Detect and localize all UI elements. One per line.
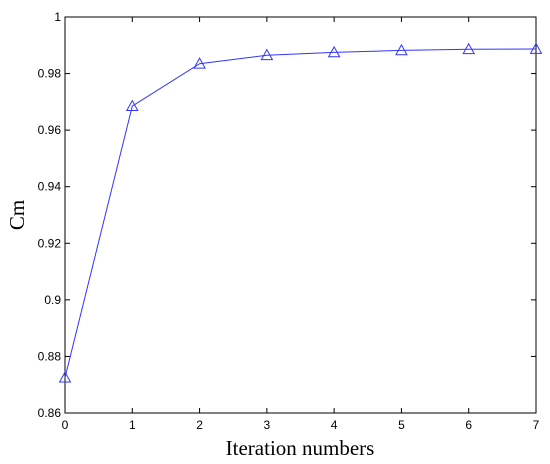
series-line: [64, 48, 537, 378]
x-axis-title: Iteration numbers: [226, 436, 375, 460]
y-tick-label: 1: [54, 10, 61, 24]
x-tick-label: 3: [264, 418, 271, 432]
x-tick-label: 7: [533, 418, 540, 432]
data-point-marker: [58, 371, 72, 383]
y-axis: 0.86 0.88 0.9 0.92 0.94 0.96 0.98 1: [38, 10, 536, 420]
data-point-marker: [529, 42, 543, 54]
y-tick-label: 0.98: [38, 67, 62, 81]
y-tick-label: 0.92: [38, 236, 62, 250]
y-axis-title: Cm: [5, 200, 29, 230]
y-tick-label: 0.86: [38, 406, 62, 420]
y-tick-label: 0.94: [38, 180, 62, 194]
x-axis: 0 1 2 3 4 5 6 7: [62, 17, 540, 432]
data-point-marker: [395, 43, 408, 56]
x-tick-label: 0: [62, 418, 69, 432]
data-point-marker: [462, 42, 476, 55]
plot-area: [64, 16, 537, 414]
x-tick-label: 5: [398, 418, 405, 432]
data-point-marker: [327, 45, 341, 58]
y-tick-label: 0.88: [38, 349, 62, 363]
x-tick-label: 1: [129, 418, 136, 432]
data-point-marker: [125, 99, 139, 111]
x-tick-label: 4: [331, 418, 338, 432]
series-layer: [58, 42, 543, 383]
y-tick-label: 0.9: [44, 293, 61, 307]
data-point-marker: [193, 57, 206, 69]
x-tick-label: 6: [465, 418, 472, 432]
x-tick-label: 2: [196, 418, 203, 432]
y-tick-label: 0.96: [38, 123, 62, 137]
data-point-marker: [260, 48, 274, 61]
